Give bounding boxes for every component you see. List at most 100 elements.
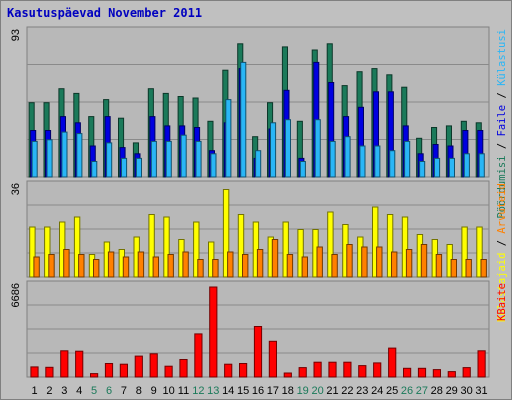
day-label-13: 13 (207, 385, 219, 397)
legend-separator: / (496, 234, 508, 253)
bar-külastusi-10 (165, 140, 172, 178)
bar-külastusi-31 (478, 153, 485, 178)
panel-3: 6686 KBaite (10, 280, 508, 378)
bar-arvuteid-11 (182, 251, 189, 278)
bar-arvuteid-13 (212, 259, 219, 278)
bar-külastusi-4 (76, 133, 83, 178)
bar-kbaite-24 (373, 362, 382, 378)
bar-arvuteid-21 (331, 254, 338, 278)
bar-kbaite-18 (283, 372, 292, 378)
legend: KBaite (496, 283, 508, 321)
bar-külastusi-2 (46, 139, 53, 178)
bar-arvuteid-25 (391, 251, 398, 278)
y-max-label: 93 (10, 29, 22, 41)
bar-kbaite-22 (343, 361, 352, 378)
chart-title: Kasutuspäevad November 2011 (7, 6, 202, 20)
bar-arvuteid-4 (78, 254, 85, 278)
day-label-30: 30 (460, 385, 472, 397)
legend: Pöördumisi / Faile / Külastusi (496, 29, 508, 219)
bar-külastajaid-15 (237, 214, 245, 278)
bar-arvuteid-7 (122, 256, 130, 278)
bar-külastajaid-31 (476, 226, 483, 278)
bar-kbaite-10 (164, 365, 173, 378)
bar-arvuteid-19 (301, 256, 309, 278)
bar-külastusi-23 (359, 145, 366, 178)
bar-kbaite-11 (179, 359, 188, 378)
bar-kbaite-2 (45, 366, 54, 378)
legend-item: Arvuteid (496, 183, 508, 234)
bar-külastajaid-12 (193, 221, 200, 278)
day-label-25: 25 (386, 385, 398, 397)
bar-arvuteid-6 (107, 251, 115, 278)
day-label-5: 5 (91, 385, 97, 397)
bar-külastusi-21 (329, 140, 336, 178)
day-label-18: 18 (282, 385, 294, 397)
bar-kbaite-6 (104, 363, 114, 378)
bar-arvuteid-27 (420, 244, 428, 278)
y-max-label: 6686 (10, 283, 22, 307)
bar-külastusi-27 (419, 161, 426, 178)
bar-arvuteid-9 (152, 256, 160, 278)
bar-arvuteid-10 (167, 254, 174, 278)
bar-külastajaid-14 (222, 189, 230, 278)
bar-kbaite-8 (134, 355, 143, 378)
legend-item: Pöördumisi (496, 155, 508, 218)
bar-külastusi-25 (389, 150, 396, 178)
bar-külastajaid-25 (386, 214, 394, 278)
bar-külastajaid-26 (401, 216, 409, 278)
day-label-24: 24 (371, 385, 383, 397)
bar-kbaite-30 (462, 367, 471, 378)
bar-külastajaid-2 (44, 226, 51, 278)
day-label-12: 12 (192, 385, 204, 397)
day-label-9: 9 (151, 385, 157, 397)
bar-külastajaid-10 (163, 216, 170, 278)
bar-külastusi-14 (225, 99, 232, 178)
day-label-28: 28 (431, 385, 443, 397)
day-label-6: 6 (106, 385, 112, 397)
bar-külastusi-7 (121, 157, 128, 178)
bar-arvuteid-5 (93, 259, 100, 278)
bar-kbaite-14 (224, 363, 233, 378)
bar-arvuteid-2 (48, 254, 55, 278)
bar-arvuteid-31 (480, 259, 487, 278)
bar-kbaite-31 (477, 350, 486, 378)
bar-külastajaid-9 (148, 214, 155, 278)
chart-panels: 93 Pöördumisi / Faile / Külastusi 36 Külast… (10, 26, 508, 378)
bar-kbaite-23 (358, 365, 367, 378)
bar-külastajaid-4 (73, 216, 81, 278)
bar-külastusi-28 (434, 157, 441, 178)
bar-arvuteid-29 (450, 259, 458, 278)
day-label-27: 27 (416, 385, 428, 397)
bar-arvuteid-28 (435, 254, 443, 278)
bar-arvuteid-17 (271, 239, 279, 278)
bar-arvuteid-30 (465, 259, 472, 278)
bar-kbaite-21 (328, 361, 337, 378)
bar-kbaite-7 (119, 363, 129, 378)
day-label-17: 17 (267, 385, 279, 397)
bar-külastusi-22 (344, 136, 351, 178)
legend-item: Faile (496, 105, 508, 137)
bar-kbaite-5 (90, 373, 99, 378)
bar-arvuteid-12 (197, 259, 204, 278)
y-max-label: 36 (10, 183, 22, 195)
day-label-29: 29 (446, 385, 458, 397)
bar-kbaite-25 (388, 347, 397, 378)
day-label-2: 2 (46, 385, 52, 397)
bar-arvuteid-18 (286, 254, 294, 278)
bar-külastusi-8 (135, 157, 142, 178)
day-label-16: 16 (252, 385, 264, 397)
bar-külastusi-20 (314, 119, 321, 178)
bar-külastusi-15 (240, 61, 247, 178)
bar-kbaite-27 (417, 367, 427, 378)
bar-külastusi-5 (91, 161, 98, 178)
bar-külastusi-12 (195, 140, 202, 178)
day-label-20: 20 (311, 385, 323, 397)
series-kbaite (30, 286, 486, 378)
bar-külastusi-19 (299, 161, 306, 178)
day-label-19: 19 (297, 385, 309, 397)
bar-arvuteid-24 (376, 246, 383, 278)
bar-külastajaid-24 (372, 206, 379, 278)
day-label-14: 14 (222, 385, 234, 397)
bar-külastusi-16 (255, 150, 262, 178)
